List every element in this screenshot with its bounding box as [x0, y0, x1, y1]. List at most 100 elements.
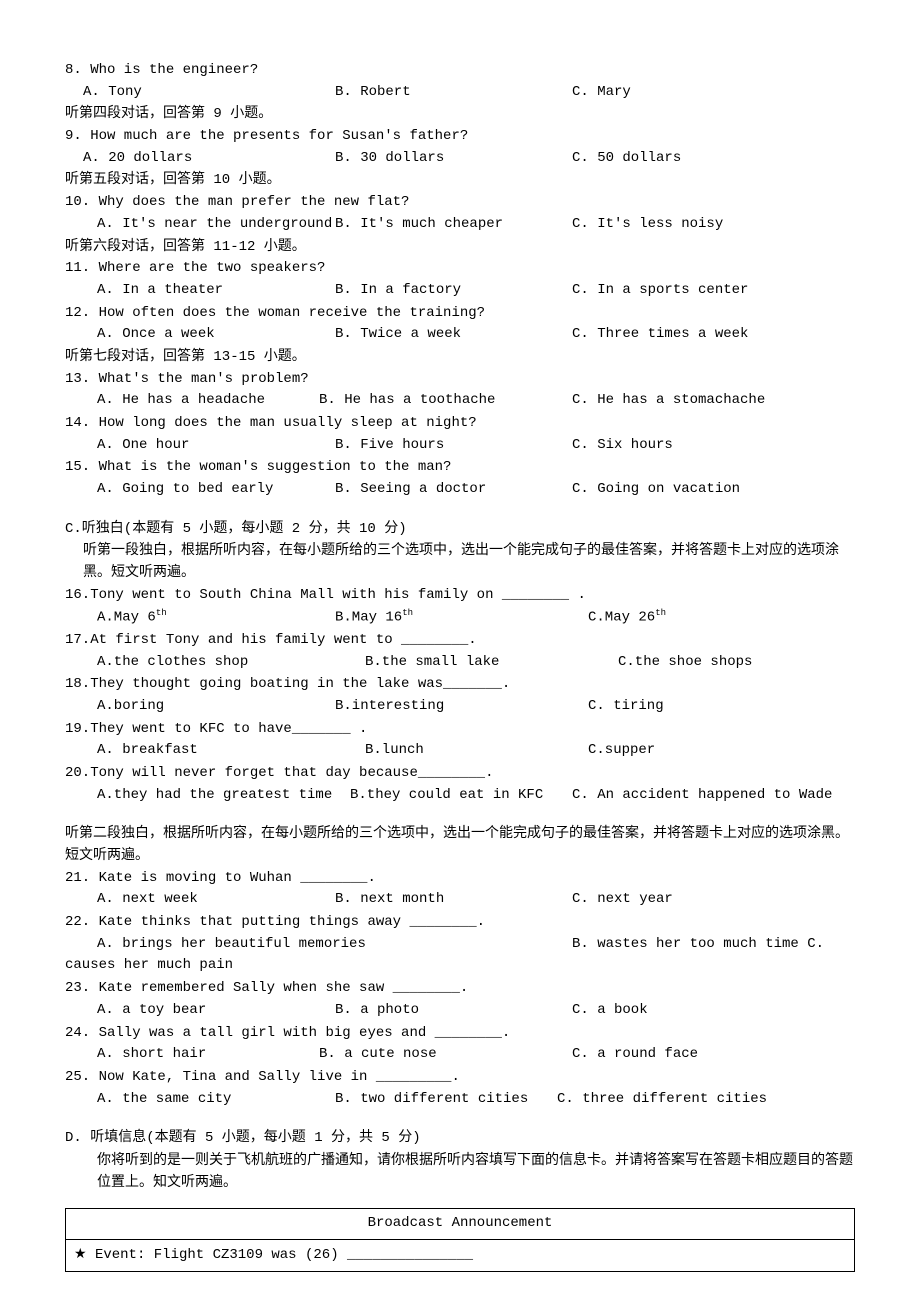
- question-text: 16.Tony went to South China Mall with hi…: [65, 585, 855, 607]
- table-title: Broadcast Announcement: [66, 1209, 855, 1240]
- option-c: C.supper: [588, 740, 655, 762]
- option-b: B.interesting: [335, 696, 588, 718]
- opt-a-text: A.May 6: [97, 609, 156, 625]
- question-22: 22. Kate thinks that putting things away…: [65, 912, 855, 977]
- question-25: 25. Now Kate, Tina and Sally live in ___…: [65, 1067, 855, 1110]
- question-21: 21. Kate is moving to Wuhan ________. A.…: [65, 868, 855, 911]
- section-d-header: D. 听填信息(本题有 5 小题，每小题 1 分，共 5 分): [65, 1128, 855, 1150]
- option-c: C. In a sports center: [572, 280, 748, 302]
- options-row: A. short hair B. a cute nose C. a round …: [65, 1044, 855, 1066]
- option-b: B.the small lake: [365, 652, 618, 674]
- options-row: A. a toy bear B. a photo C. a book: [65, 1000, 855, 1022]
- question-23: 23. Kate remembered Sally when she saw _…: [65, 978, 855, 1021]
- sup: th: [156, 608, 167, 618]
- question-text: 12. How often does the woman receive the…: [65, 303, 855, 325]
- option-a: A. 20 dollars: [83, 148, 335, 170]
- question-15: 15. What is the woman's suggestion to th…: [65, 457, 855, 500]
- question-text: 15. What is the woman's suggestion to th…: [65, 457, 855, 479]
- option-a: A. Going to bed early: [97, 479, 335, 501]
- opt-b-text: B.May 16: [335, 609, 402, 625]
- options-row: A. Tony B. Robert C. Mary: [65, 82, 855, 104]
- question-text: 22. Kate thinks that putting things away…: [65, 912, 855, 934]
- option-a: A. It's near the underground: [97, 214, 335, 236]
- option-c: C. He has a stomachache: [572, 390, 765, 412]
- question-text: 11. Where are the two speakers?: [65, 258, 855, 280]
- section-d-instruction: 你将听到的是一则关于飞机航班的广播通知，请你根据所听内容填写下面的信息卡。并请将…: [97, 1153, 853, 1191]
- question-text: 8. Who is the engineer?: [65, 60, 855, 82]
- options-row: A. next week B. next month C. next year: [65, 889, 855, 911]
- broadcast-table: Broadcast Announcement ★ Event: Flight C…: [65, 1208, 855, 1271]
- option-bc: B. wastes her too much time C.: [572, 934, 824, 956]
- option-c: C. next year: [572, 889, 673, 911]
- option-a: A. a toy bear: [97, 1000, 335, 1022]
- question-text: 9. How much are the presents for Susan's…: [65, 126, 855, 148]
- question-14: 14. How long does the man usually sleep …: [65, 413, 855, 456]
- question-10: 10. Why does the man prefer the new flat…: [65, 192, 855, 235]
- question-text: 20.Tony will never forget that day becau…: [65, 763, 855, 785]
- section-c-header: C.听独白(本题有 5 小题，每小题 2 分，共 10 分): [65, 519, 855, 541]
- option-a: A. Tony: [83, 82, 335, 104]
- option-a: A.they had the greatest time: [97, 785, 350, 807]
- question-text: 23. Kate remembered Sally when she saw _…: [65, 978, 855, 1000]
- options-row: A. the same city B. two different cities…: [65, 1089, 855, 1111]
- question-text: 10. Why does the man prefer the new flat…: [65, 192, 855, 214]
- option-c: C.May 26th: [588, 607, 666, 629]
- question-9: 9. How much are the presents for Susan's…: [65, 126, 855, 169]
- option-c: C.the shoe shops: [618, 652, 752, 674]
- question-text: 13. What's the man's problem?: [65, 369, 855, 391]
- question-13: 13. What's the man's problem? A. He has …: [65, 369, 855, 412]
- dialog-7-intro: 听第七段对话，回答第 13-15 小题。: [65, 347, 855, 369]
- options-row: A. It's near the underground B. It's muc…: [65, 214, 855, 236]
- option-c: C. It's less noisy: [572, 214, 723, 236]
- opt-c-text: C.May 26: [588, 609, 655, 625]
- question-20: 20.Tony will never forget that day becau…: [65, 763, 855, 806]
- question-text: 24. Sally was a tall girl with big eyes …: [65, 1023, 855, 1045]
- option-a: A. brings her beautiful memories: [97, 934, 572, 956]
- options-row: A.boring B.interesting C. tiring: [65, 696, 855, 718]
- question-16: 16.Tony went to South China Mall with hi…: [65, 585, 855, 629]
- option-c: C. An accident happened to Wade: [572, 785, 832, 807]
- option-b: B.they could eat in KFC: [350, 785, 572, 807]
- section-d-instruction-line1: 你将听到的是一则关于飞机航班的广播通知，请你根据所听内容填写下面的信息卡。并请将…: [65, 1151, 855, 1194]
- table-row-1: ★ Event: Flight CZ3109 was (26) ________…: [66, 1240, 855, 1272]
- dialog-5-intro: 听第五段对话，回答第 10 小题。: [65, 170, 855, 192]
- sup: th: [402, 608, 413, 618]
- options-row: A. Once a week B. Twice a week C. Three …: [65, 324, 855, 346]
- options-row: A.they had the greatest time B.they coul…: [65, 785, 855, 807]
- sup: th: [655, 608, 666, 618]
- option-a: A.the clothes shop: [97, 652, 365, 674]
- option-a: A. Once a week: [97, 324, 335, 346]
- options-row: A.May 6th B.May 16th C.May 26th: [65, 607, 855, 629]
- option-b: B.lunch: [365, 740, 588, 762]
- option-a: A. the same city: [97, 1089, 335, 1111]
- option-a: A. next week: [97, 889, 335, 911]
- option-b: B.May 16th: [335, 607, 588, 629]
- question-text: 17.At first Tony and his family went to …: [65, 630, 855, 652]
- question-text: 21. Kate is moving to Wuhan ________.: [65, 868, 855, 890]
- option-b: B. 30 dollars: [335, 148, 572, 170]
- option-a: A. In a theater: [97, 280, 335, 302]
- option-a: A.May 6th: [97, 607, 335, 629]
- option-c: C. a round face: [572, 1044, 698, 1066]
- option-a: A. One hour: [97, 435, 335, 457]
- section-c2-instruction: 听第二段独白，根据所听内容，在每小题所给的三个选项中，选出一个能完成句子的最佳答…: [65, 824, 855, 867]
- option-a: A. breakfast: [97, 740, 365, 762]
- option-b: B. next month: [335, 889, 572, 911]
- option-b: B. Robert: [335, 82, 572, 104]
- question-19: 19.They went to KFC to have_______ . A. …: [65, 719, 855, 762]
- question-12: 12. How often does the woman receive the…: [65, 303, 855, 346]
- question-18: 18.They thought going boating in the lak…: [65, 674, 855, 717]
- option-a: A.boring: [97, 696, 335, 718]
- option-b: B. two different cities: [335, 1089, 557, 1111]
- option-c: C. tiring: [588, 696, 664, 718]
- options-row: A. brings her beautiful memories B. wast…: [65, 934, 855, 956]
- question-17: 17.At first Tony and his family went to …: [65, 630, 855, 673]
- options-row: A. One hour B. Five hours C. Six hours: [65, 435, 855, 457]
- option-c: C. a book: [572, 1000, 648, 1022]
- question-8: 8. Who is the engineer? A. Tony B. Rober…: [65, 60, 855, 103]
- question-text: 18.They thought going boating in the lak…: [65, 674, 855, 696]
- option-b: B. He has a toothache: [319, 390, 572, 412]
- option-c: C. Three times a week: [572, 324, 748, 346]
- option-b: B. a cute nose: [319, 1044, 572, 1066]
- question-24: 24. Sally was a tall girl with big eyes …: [65, 1023, 855, 1066]
